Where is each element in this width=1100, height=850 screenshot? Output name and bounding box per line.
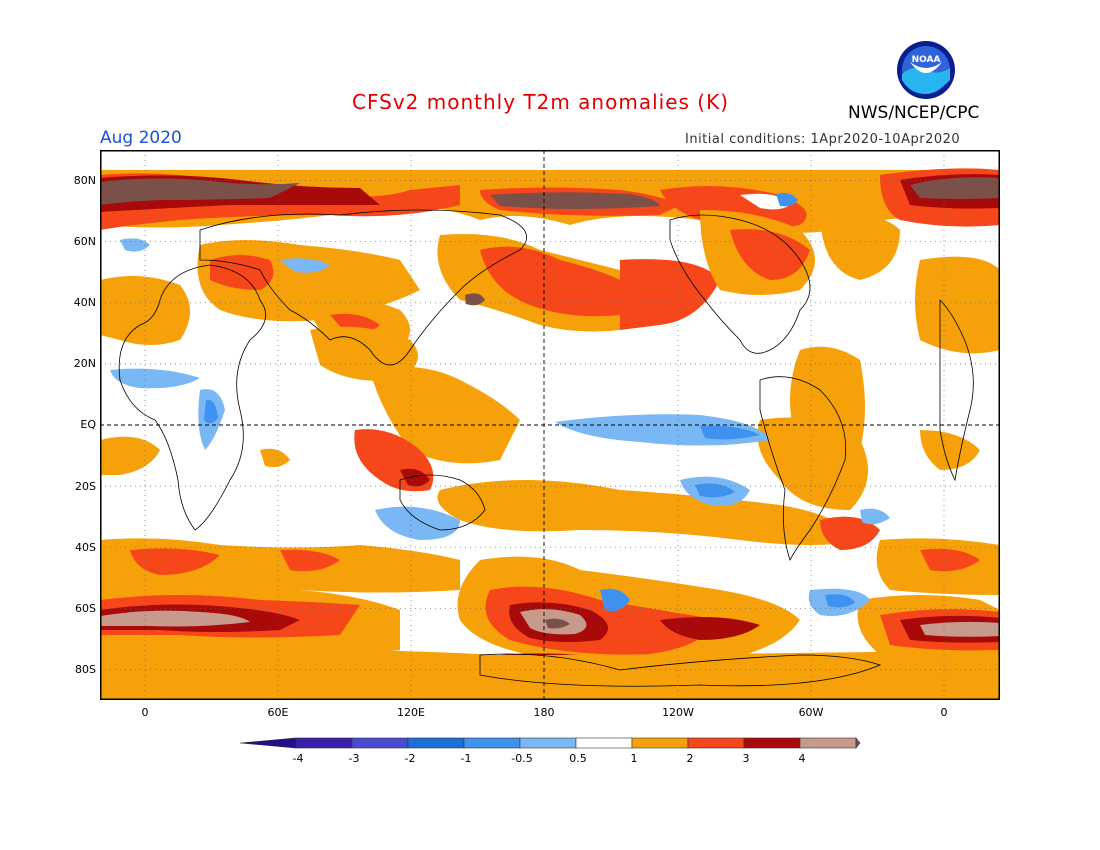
legend-label: -2 bbox=[404, 752, 416, 765]
legend-label: 4 bbox=[798, 752, 806, 765]
lat-gridlines bbox=[100, 180, 1000, 670]
lon-label: 120E bbox=[397, 706, 425, 719]
legend-label: 3 bbox=[742, 752, 750, 765]
legend-arrow-low bbox=[239, 737, 297, 749]
logo-text: NOAA bbox=[912, 55, 941, 65]
legend-swatch bbox=[351, 737, 409, 749]
anomaly-cool-northern bbox=[120, 238, 330, 273]
lon-label: 60W bbox=[798, 706, 824, 719]
legend-swatch bbox=[519, 737, 577, 749]
lat-label: 40N bbox=[73, 296, 96, 309]
anomaly-region-southern bbox=[100, 516, 1000, 700]
lon-label: 180 bbox=[533, 706, 555, 719]
anomaly-map bbox=[100, 150, 1000, 700]
map-title: CFSv2 monthly T2m anomalies (K) bbox=[352, 90, 729, 114]
legend-swatch bbox=[407, 737, 465, 749]
lat-label: 60N bbox=[73, 235, 96, 248]
legend-arrow-high bbox=[855, 737, 861, 749]
legend-swatch bbox=[575, 737, 633, 749]
lon-label: 60E bbox=[267, 706, 289, 719]
legend-swatch bbox=[799, 737, 857, 749]
legend-label: -0.5 bbox=[511, 752, 533, 765]
organization-label: NWS/NCEP/CPC bbox=[848, 103, 980, 123]
legend-swatch bbox=[631, 737, 689, 749]
anomaly-cool-southern bbox=[600, 508, 890, 616]
anomaly-region-tropics bbox=[100, 346, 980, 545]
legend-swatch bbox=[687, 737, 745, 749]
legend-label: 1 bbox=[630, 752, 638, 765]
lon-label: 0 bbox=[141, 706, 149, 719]
lat-label: 80N bbox=[73, 174, 96, 187]
noaa-logo: NOAA bbox=[897, 41, 955, 99]
lon-label: 0 bbox=[940, 706, 948, 719]
legend-label: 0.5 bbox=[569, 752, 587, 765]
lat-label: 60S bbox=[75, 602, 96, 615]
lat-label: 80S bbox=[75, 663, 96, 676]
map-frame bbox=[100, 150, 1000, 700]
legend-label: -4 bbox=[292, 752, 304, 765]
legend-swatch bbox=[295, 737, 353, 749]
legend-swatch bbox=[463, 737, 521, 749]
legend-label: -3 bbox=[348, 752, 360, 765]
initial-conditions-label: Initial conditions: 1Apr2020-10Apr2020 bbox=[685, 132, 961, 147]
legend-label: -1 bbox=[460, 752, 472, 765]
anomaly-cool-tropics bbox=[110, 368, 770, 540]
lat-label: EQ bbox=[80, 418, 96, 431]
continent-outlines bbox=[118, 209, 974, 687]
color-legend bbox=[239, 737, 861, 749]
legend-label: 2 bbox=[686, 752, 694, 765]
lat-label: 20N bbox=[73, 357, 96, 370]
legend-swatch bbox=[743, 737, 801, 749]
lat-label: 40S bbox=[75, 541, 96, 554]
lat-label: 20S bbox=[75, 480, 96, 493]
month-label: Aug 2020 bbox=[100, 128, 182, 148]
lon-label: 120W bbox=[662, 706, 694, 719]
anomaly-region-arctic bbox=[100, 168, 1000, 234]
